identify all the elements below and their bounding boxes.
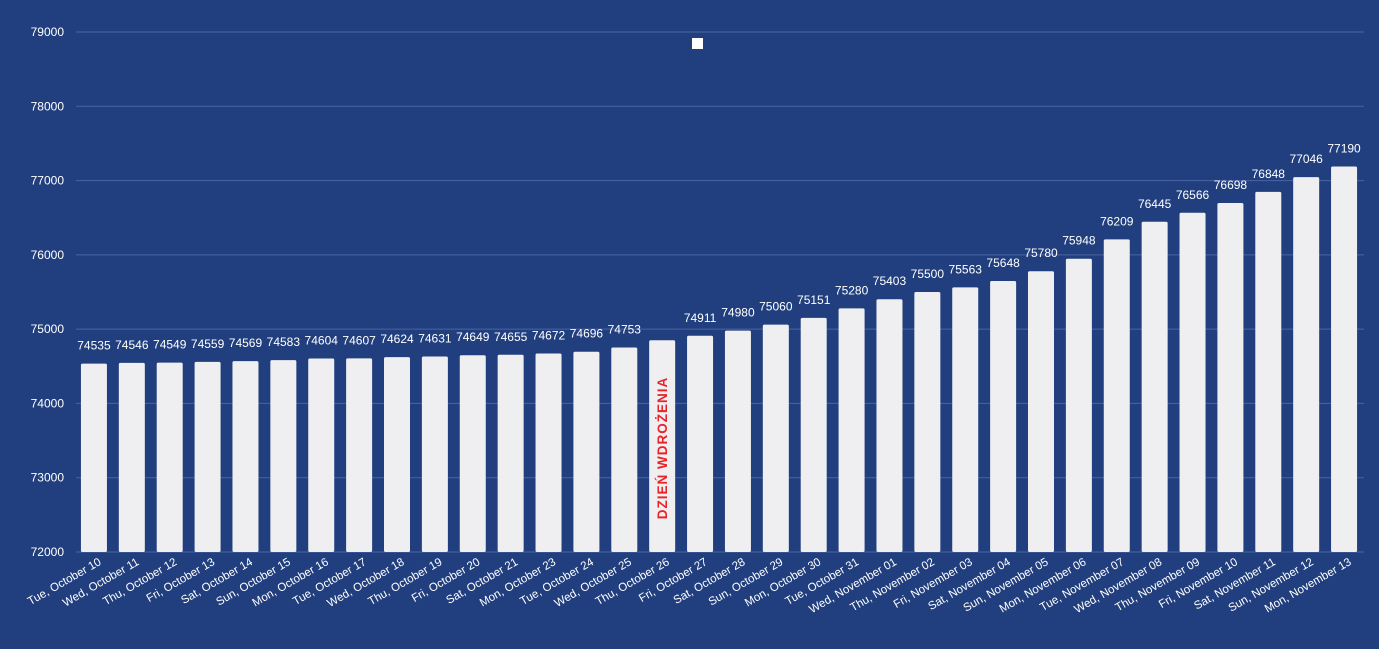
data-label: 77046 [1289, 152, 1323, 166]
bar [232, 361, 259, 552]
bar [497, 354, 524, 552]
bar [573, 351, 600, 552]
y-tick-label: 74000 [31, 396, 65, 410]
data-label: 74631 [418, 332, 452, 346]
launch-day-annotation: DZIEŃ WDROŻENIA [655, 377, 670, 520]
bar [1028, 271, 1054, 552]
y-tick-label: 78000 [31, 99, 65, 113]
data-label: 77190 [1327, 141, 1361, 155]
bar [876, 299, 903, 552]
data-label: 75151 [797, 293, 831, 307]
bar [270, 360, 297, 552]
data-label: 74535 [77, 339, 111, 353]
data-label: 74624 [380, 332, 414, 346]
bar [459, 355, 486, 552]
bar [800, 317, 827, 552]
data-label: 74696 [570, 327, 604, 341]
data-label: 75403 [873, 274, 907, 288]
y-tick-label: 79000 [31, 25, 65, 39]
bar [1331, 166, 1358, 552]
bar [1103, 239, 1130, 552]
bar [990, 281, 1017, 552]
bar [762, 324, 789, 552]
bar [1255, 191, 1282, 552]
data-label: 76698 [1214, 178, 1248, 192]
bar [308, 358, 335, 552]
data-label: 74980 [721, 306, 755, 320]
bar [952, 287, 979, 552]
bar [1141, 221, 1168, 553]
data-label: 75563 [949, 262, 983, 276]
bar [611, 347, 638, 552]
data-label: 75948 [1062, 234, 1096, 248]
y-tick-label: 75000 [31, 322, 65, 336]
data-label: 74607 [342, 333, 376, 347]
data-label: 75280 [835, 283, 869, 297]
bar [535, 353, 562, 552]
data-label: 74604 [305, 334, 339, 348]
bar [649, 340, 676, 552]
bar [1217, 203, 1244, 552]
data-label: 75648 [986, 256, 1020, 270]
data-label: 74583 [267, 335, 301, 349]
legend-marker [692, 38, 703, 49]
y-tick-label: 76000 [31, 248, 65, 262]
bar [1293, 177, 1320, 552]
bar [1065, 258, 1092, 552]
data-label: 76445 [1138, 197, 1172, 211]
bar [914, 292, 941, 552]
y-tick-label: 73000 [31, 471, 65, 485]
bar [156, 362, 183, 552]
data-label: 75780 [1024, 246, 1058, 260]
data-label: 74672 [532, 329, 566, 343]
data-label: 74649 [456, 330, 490, 344]
bar [838, 308, 865, 552]
bar [80, 363, 107, 552]
y-tick-label: 72000 [31, 545, 65, 559]
bar [724, 330, 751, 552]
data-label: 75500 [911, 267, 945, 281]
bar [346, 358, 373, 552]
bar [118, 362, 145, 552]
data-label: 75060 [759, 300, 793, 314]
bar [687, 335, 714, 552]
y-tick-label: 77000 [31, 174, 65, 188]
data-label: 74546 [115, 338, 149, 352]
data-label: 74911 [684, 311, 717, 325]
bar [384, 357, 410, 552]
bar [421, 356, 448, 552]
data-label: 74753 [608, 322, 642, 336]
data-label: 74549 [153, 338, 187, 352]
data-label: 74569 [229, 336, 263, 350]
data-label: 76209 [1100, 214, 1134, 228]
data-label: 76848 [1252, 167, 1286, 181]
bar [1179, 212, 1206, 552]
bar [194, 361, 221, 552]
data-label: 74559 [191, 337, 225, 351]
data-label: 74655 [494, 330, 528, 344]
data-label: 76566 [1176, 188, 1210, 202]
